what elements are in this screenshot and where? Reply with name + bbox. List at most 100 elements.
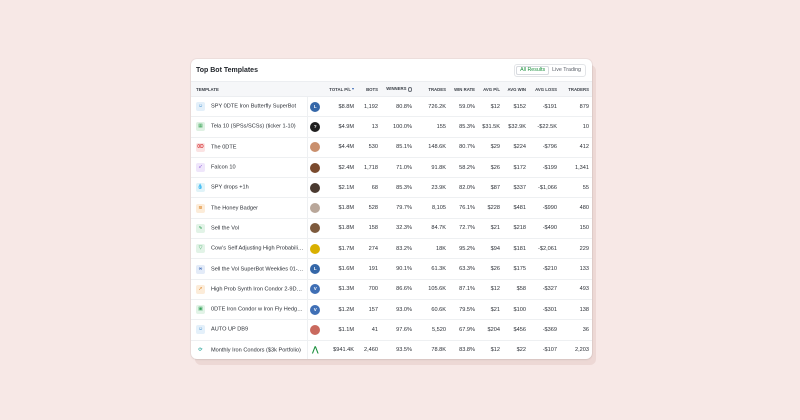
template-cell[interactable]: ≋ The Honey Badger xyxy=(191,197,308,219)
table-row[interactable]: ∿ Sell the Vol $1.8M 158 32.3% 84.7K 72.7% $21 $… xyxy=(191,218,592,240)
avatar[interactable] xyxy=(310,243,321,254)
avatar[interactable] xyxy=(310,324,321,335)
infinity-icon: ∞ xyxy=(196,264,205,274)
avg-win-cell: $181 xyxy=(503,238,529,260)
bots-cell: 528 xyxy=(357,197,381,219)
total-pl-cell: $1.8M xyxy=(323,197,357,219)
table-row[interactable]: ▽ Cow's Self Adjusting High Probability..… xyxy=(191,238,592,260)
winners-cell: 80.8% xyxy=(381,96,415,118)
col-traders[interactable]: TRADERS xyxy=(560,81,592,97)
col-total-pl[interactable]: TOTAL P/L xyxy=(323,81,357,97)
table-row[interactable]: ☺ SPY 0DTE Iron Butterfly SuperBot L $8.8M 1… xyxy=(191,96,592,118)
template-cell[interactable]: 💧 SPY drops +1h xyxy=(191,177,308,199)
template-name[interactable]: Sell the Vol xyxy=(211,225,239,232)
template-name[interactable]: Tela 10 (SPSs/SCSs) (ticker 1-10) xyxy=(211,123,296,130)
table-row[interactable]: ☺ AUTO UP DB9 $1.1M 41 97.6% 5,520 67.9% $204 $4… xyxy=(191,319,592,341)
avatar[interactable]: V xyxy=(310,304,321,315)
col-win-rate[interactable]: WIN RATE xyxy=(449,81,478,97)
template-cell[interactable]: ➚ High Prob Synth Iron Condor 2-9DTE xyxy=(191,279,308,300)
card-header: Top Bot Templates All Results Live Tradi… xyxy=(191,59,592,81)
author-cell: L xyxy=(307,258,323,280)
template-cell[interactable]: ➶ Falcon 10 xyxy=(191,157,308,179)
avatar[interactable]: L xyxy=(310,264,321,275)
template-name[interactable]: SPY drops +1h xyxy=(211,184,249,191)
bots-cell: 191 xyxy=(357,258,381,280)
author-cell xyxy=(307,319,323,341)
avg-pl-cell: $94 xyxy=(478,238,503,260)
avatar[interactable]: L xyxy=(310,101,321,112)
avatar[interactable] xyxy=(310,142,321,153)
template-cell[interactable]: ∞ Sell the Vol SuperBot Weeklies 01-03... xyxy=(191,258,308,280)
avg-win-cell: $22 xyxy=(516,347,526,354)
col-winners[interactable]: WINNERS xyxy=(381,81,415,97)
avg-loss-cell: -$301 xyxy=(529,299,560,321)
avatar[interactable] xyxy=(310,162,321,173)
win-rate-cell: 63.3% xyxy=(449,258,478,280)
bots-cell: 530 xyxy=(357,137,381,158)
template-cell[interactable]: ▽ Cow's Self Adjusting High Probability..… xyxy=(191,238,308,260)
avatar[interactable]: ? xyxy=(310,121,321,132)
traders-cell: 229 xyxy=(560,238,592,260)
avg-pl-cell: $204 xyxy=(478,319,503,341)
table-row[interactable]: ⟳ Monthly Iron Condors ($3k Portfolio) ⋀ $9… xyxy=(191,340,592,359)
avg-loss-cell: -$199 xyxy=(529,157,560,179)
all-results-tab[interactable]: All Results xyxy=(516,65,550,75)
author-cell xyxy=(307,177,323,199)
table-row[interactable]: ▣ 0DTE Iron Condor w Iron Fly Hedging V $1.… xyxy=(191,299,592,321)
avg-loss-cell: -$796 xyxy=(529,137,560,158)
win-rate-cell: 82.0% xyxy=(449,177,478,199)
win-rate-cell: 67.9% xyxy=(449,319,478,341)
col-avg-pl[interactable]: AVG P/L xyxy=(478,81,503,97)
info-icon[interactable] xyxy=(407,87,412,92)
col-template[interactable]: TEMPLATE xyxy=(191,81,323,97)
col-avg-win[interactable]: AVG WIN xyxy=(503,81,529,97)
template-name[interactable]: The 0DTE xyxy=(211,144,237,151)
avatar[interactable] xyxy=(310,223,321,234)
table-row[interactable]: 💧 SPY drops +1h $2.1M 68 85.3% 23.9K 82.0% $87 $… xyxy=(191,177,592,199)
avatar[interactable] xyxy=(310,182,321,193)
template-name[interactable]: Sell the Vol SuperBot Weeklies 01-03... xyxy=(211,266,307,273)
live-trading-tab[interactable]: Live Trading xyxy=(552,66,581,73)
template-name[interactable]: SPY 0DTE Iron Butterfly SuperBot xyxy=(211,103,297,110)
author-cell: V xyxy=(307,299,323,321)
table-row[interactable]: ▦ Tela 10 (SPSs/SCSs) (ticker 1-10)? $4.9M… xyxy=(191,116,592,138)
avg-win-cell: $175 xyxy=(503,258,529,280)
winners-cell: 97.6% xyxy=(381,319,415,341)
template-name[interactable]: Falcon 10 xyxy=(211,164,236,171)
trades-cell: 60.6K xyxy=(415,299,449,321)
template-name[interactable]: 0DTE Iron Condor w Iron Fly Hedging xyxy=(211,306,305,313)
table-row[interactable]: ≋ The Honey Badger $1.8M 528 79.7% 8,105 76.1%… xyxy=(191,197,592,219)
table-row[interactable]: ∞ Sell the Vol SuperBot Weeklies 01-03...… xyxy=(191,258,592,280)
col-trades[interactable]: TRADES xyxy=(415,81,449,97)
traders-cell: 2,203 xyxy=(575,347,589,354)
template-cell[interactable]: ⟳ Monthly Iron Condors ($3k Portfolio) xyxy=(191,340,308,359)
author-cell xyxy=(307,218,323,240)
template-name[interactable]: Monthly Iron Condors ($3k Portfolio) xyxy=(211,347,301,354)
template-cell[interactable]: ▣ 0DTE Iron Condor w Iron Fly Hedging xyxy=(191,299,308,321)
avatar[interactable]: ⋀ xyxy=(311,345,319,355)
col-avg-loss[interactable]: AVG LOSS xyxy=(529,81,560,97)
table-row[interactable]: ➚ High Prob Synth Iron Condor 2-9DTE V $1.3… xyxy=(191,279,592,300)
template-name[interactable]: High Prob Synth Iron Condor 2-9DTE xyxy=(211,286,304,293)
template-cell[interactable]: ∿ Sell the Vol xyxy=(191,218,308,240)
template-cell[interactable]: ▦ Tela 10 (SPSs/SCSs) (ticker 1-10) xyxy=(191,116,308,138)
avg-win-cell: $100 xyxy=(503,299,529,321)
calendar-icon: ▦ xyxy=(196,122,205,132)
avatar[interactable] xyxy=(310,203,321,214)
avatar[interactable]: V xyxy=(310,284,321,295)
avg-win-cell: $481 xyxy=(503,197,529,219)
total-pl-cell: $1.6M xyxy=(323,258,357,280)
template-cell[interactable]: ☺ SPY 0DTE Iron Butterfly SuperBot xyxy=(191,96,308,118)
template-name[interactable]: The Honey Badger xyxy=(211,205,258,212)
total-pl-cell: $1.8M xyxy=(323,218,357,240)
template-cell[interactable]: 0D The 0DTE xyxy=(191,137,308,158)
col-bots[interactable]: BOTS xyxy=(357,81,381,97)
template-name[interactable]: AUTO UP DB9 xyxy=(211,326,249,333)
avg-pl-cell: $228 xyxy=(478,197,503,219)
author-cell xyxy=(307,238,323,260)
avg-loss-cell: -$490 xyxy=(529,218,560,240)
template-cell[interactable]: ☺ AUTO UP DB9 xyxy=(191,319,308,341)
table-row[interactable]: 0D The 0DTE $4.4M 530 85.1% 148.6K 80.7% $29 $22… xyxy=(191,137,592,158)
template-name[interactable]: Cow's Self Adjusting High Probability... xyxy=(211,245,307,252)
table-row[interactable]: ➶ Falcon 10 $2.4M 1,718 71.0% 91.8K 58.2% $26 $1… xyxy=(191,157,592,179)
